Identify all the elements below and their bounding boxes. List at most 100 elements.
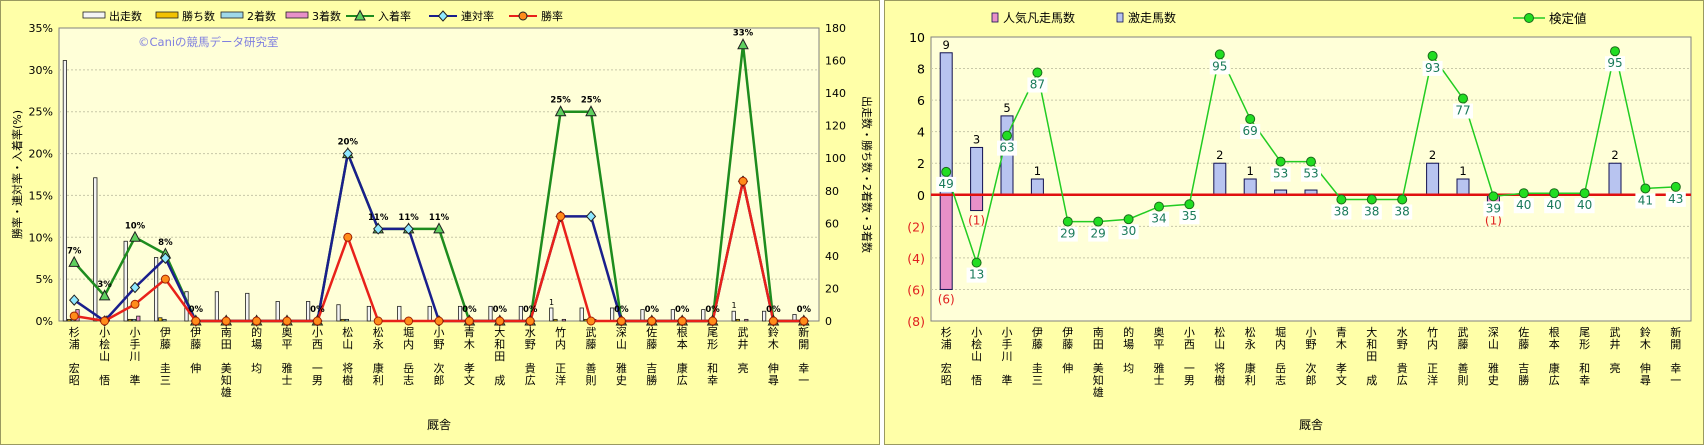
category-label-char: 雅 <box>616 361 627 375</box>
category-label-char: 勝 <box>1518 373 1529 387</box>
y-tick-label: 4 <box>917 125 925 140</box>
y-tick-label: 10% <box>29 231 53 244</box>
category-label-char: 亮 <box>1610 361 1621 375</box>
marker-連対率 <box>160 252 171 264</box>
marker-入着率 <box>585 105 597 117</box>
category-label-char: 田 <box>1366 350 1377 363</box>
bar-勝ち数 <box>158 317 163 322</box>
legend-swatch <box>220 11 244 19</box>
bar-勝ち数 <box>735 318 741 322</box>
category-label-char: 山 <box>971 350 982 363</box>
category-label-char: 藤 <box>586 338 597 351</box>
bar-2着数 <box>162 318 167 322</box>
marker-検定値 <box>1306 156 1316 167</box>
legend-label: 3着数 <box>312 9 341 23</box>
value-label: 40 <box>1577 198 1592 212</box>
bar-出走数 <box>366 305 372 322</box>
value-label-box <box>1605 56 1625 72</box>
category-label-char: 木 <box>1336 338 1347 351</box>
marker-検定値 <box>1549 188 1560 199</box>
bar-出走数 <box>62 60 68 322</box>
bar-2着数 <box>344 318 350 322</box>
category-label-char: 将 <box>1214 362 1225 375</box>
bar-value-label: 1 <box>1459 164 1466 178</box>
category-label-char: 堀 <box>1275 326 1286 339</box>
category-label-char: 一 <box>1670 374 1681 387</box>
y-axis-title: 勝率・連対率・入着率(%) <box>10 110 24 239</box>
marker-検定値 <box>1032 67 1043 78</box>
marker-勝率 <box>404 316 414 326</box>
bar-激走馬数 <box>1608 162 1622 196</box>
legend-label: 激走馬数 <box>1128 10 1176 25</box>
value-label: 40 <box>1516 198 1531 212</box>
value-label: 87 <box>1030 78 1045 92</box>
value-label-box <box>1574 198 1595 214</box>
y-tick-label: 0 <box>917 188 925 203</box>
category-label: 伊藤伸 <box>1062 326 1073 375</box>
bar-激走馬数 <box>1426 162 1440 196</box>
category-label-char: 永 <box>373 337 384 351</box>
value-label-box <box>1088 226 1109 242</box>
category-label-char: 小 <box>971 326 982 339</box>
category-label-char: 手 <box>1002 337 1013 351</box>
y-tick-label: 35% <box>29 22 53 35</box>
category-label-char: 水 <box>1397 326 1408 339</box>
marker-勝率 <box>343 232 353 242</box>
legend-swatch <box>991 12 999 23</box>
category-label-char: 則 <box>1458 374 1469 387</box>
value-label-box <box>1544 198 1565 214</box>
value-label-box <box>1027 77 1048 93</box>
y-tick-label: 8 <box>917 62 925 77</box>
marker-入着率 <box>98 289 111 301</box>
marker-勝率 <box>221 316 231 326</box>
category-label-char: 南 <box>221 326 232 339</box>
category-label-char: 新 <box>798 325 809 339</box>
marker-勝率 <box>373 316 383 326</box>
value-label-box <box>1513 198 1534 214</box>
y-tick-label: (8) <box>907 314 925 329</box>
category-label-char: 広 <box>1397 374 1408 387</box>
rate-label: 25% <box>550 96 571 106</box>
category-label-char: 根 <box>1549 325 1560 339</box>
value-label: 40 <box>1547 198 1562 212</box>
y-tick-label: 15% <box>29 189 53 202</box>
bar-3着数 <box>561 318 567 322</box>
y-tick-label: 6 <box>917 93 925 108</box>
rate-label: 33% <box>733 29 754 39</box>
category-label-char: 藤 <box>1062 338 1073 351</box>
category-label-char: 小 <box>1306 326 1317 339</box>
rate-label: 25% <box>581 96 602 106</box>
category-label-char: 竹 <box>555 325 566 339</box>
y2-tick-label: 40 <box>825 250 839 263</box>
category-label-char: 本 <box>1549 337 1560 351</box>
value-label: 69 <box>1243 124 1258 138</box>
category-label-char: 準 <box>130 373 141 387</box>
bar-value-label: 2 <box>1429 148 1436 162</box>
value-label-box <box>1361 204 1382 220</box>
value-label-box <box>966 267 987 283</box>
bar-top-label: 1 <box>731 301 736 310</box>
marker-連対率 <box>403 223 414 235</box>
category-label-char: 孝 <box>1336 362 1347 375</box>
category-label-char: 藤 <box>1458 338 1469 351</box>
rate-label: 0% <box>310 305 325 315</box>
category-label-char: 文 <box>464 373 475 387</box>
category-label-char: 正 <box>1427 362 1438 375</box>
value-label: 43 <box>1668 192 1683 206</box>
category-label-char: 利 <box>1245 374 1256 387</box>
category-label-char: 佐 <box>1518 325 1529 339</box>
category-label-char: 和 <box>1579 362 1590 375</box>
performance-chart: 0%5%10%15%20%25%30%35%020406080100120140… <box>10 9 874 432</box>
